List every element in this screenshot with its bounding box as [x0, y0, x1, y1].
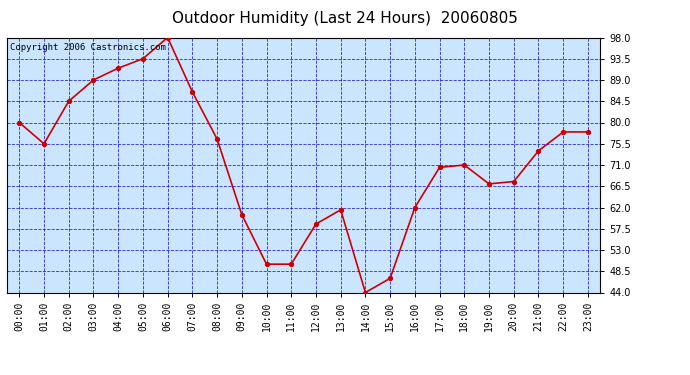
Text: Outdoor Humidity (Last 24 Hours)  20060805: Outdoor Humidity (Last 24 Hours) 2006080… — [172, 11, 518, 26]
Text: Copyright 2006 Castronics.com: Copyright 2006 Castronics.com — [10, 43, 166, 52]
